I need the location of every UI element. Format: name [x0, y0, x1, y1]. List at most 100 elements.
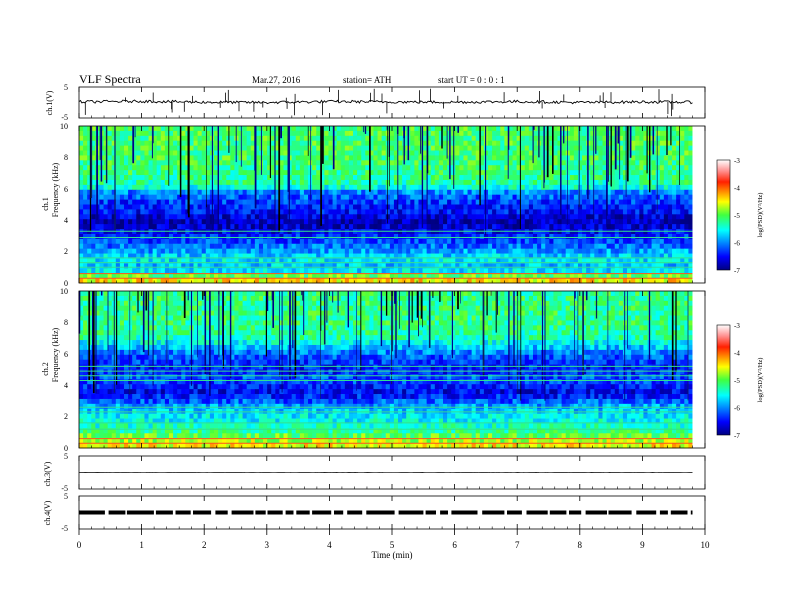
- spectrogram-cell: [532, 209, 538, 215]
- spectrogram-cell: [479, 204, 485, 210]
- spectrogram-cell: [234, 126, 239, 132]
- spectrogram-cell: [655, 219, 661, 225]
- spectrogram-cell: [663, 219, 669, 225]
- spectrogram-cell: [177, 184, 182, 191]
- spectrogram-cell: [99, 219, 104, 225]
- spectrogram-cell: [316, 263, 321, 269]
- spectrogram-cell: [250, 165, 256, 171]
- spectrogram-cell: [83, 189, 88, 196]
- spectrogram-cell: [393, 204, 399, 210]
- spectrogram-cell: [459, 170, 464, 176]
- spectrogram-cell: [271, 278, 276, 284]
- spectrogram-cell: [398, 238, 403, 245]
- spectrogram-cell: [148, 170, 154, 176]
- spectrogram-cell: [263, 233, 268, 240]
- spectrogram-cell: [500, 204, 505, 210]
- spectrogram-cell: [398, 199, 403, 205]
- spectrogram-cell: [541, 219, 546, 225]
- spectrogram-cell: [226, 199, 231, 205]
- spectrogram-cell: [222, 170, 227, 176]
- spectrogram-cell: [287, 268, 293, 274]
- spectrogram-cell: [459, 268, 464, 274]
- spectrogram-cell: [565, 204, 571, 210]
- spectrogram-cell: [111, 175, 117, 181]
- spectrogram-cell: [663, 184, 669, 191]
- spectrogram-cell: [512, 268, 518, 274]
- spectrogram-cell: [197, 273, 203, 279]
- spectrogram-cell: [218, 130, 223, 137]
- spectrogram-cell: [443, 258, 448, 264]
- spectrogram-cell: [573, 160, 579, 166]
- spectrogram-cell: [136, 130, 141, 137]
- spectrogram-cell: [430, 253, 436, 259]
- spectrogram-cell: [590, 204, 595, 210]
- spectrogram-cell: [667, 189, 673, 196]
- spectrogram-cell: [483, 214, 489, 220]
- spectrogram-cell: [582, 126, 587, 132]
- spectrogram-cell: [492, 165, 497, 171]
- spectrogram-cell: [295, 199, 301, 205]
- spectrogram-cell: [676, 278, 681, 284]
- spectrogram-cell: [618, 243, 624, 250]
- spectrogram-cell: [144, 243, 149, 250]
- spectrogram-cell: [422, 175, 428, 181]
- spectrogram-cell: [414, 243, 419, 250]
- spectrogram-cell: [242, 175, 248, 181]
- spectrogram-cell: [107, 165, 113, 171]
- spectrogram-cell: [532, 145, 538, 151]
- spectrogram-cell: [291, 189, 297, 196]
- spectrogram-cell: [103, 184, 109, 191]
- spectrogram-cell: [168, 179, 174, 186]
- spectrogram-cell: [246, 214, 252, 220]
- spectrogram-cell: [279, 179, 284, 186]
- spectrogram-cell: [99, 238, 104, 245]
- spectrogram-cell: [463, 209, 468, 215]
- spectrogram-cell: [500, 145, 505, 151]
- spectrogram-cell: [308, 224, 313, 230]
- spectrogram-cell: [209, 248, 215, 254]
- spectrogram-cell: [79, 199, 84, 205]
- spectrogram-cell: [303, 140, 309, 147]
- spectrogram-cell: [455, 238, 460, 245]
- spectrogram-cell: [639, 145, 644, 151]
- spectrogram-cell: [582, 219, 587, 225]
- ch2-spectrogram: [78, 291, 705, 449]
- spectrogram-cell: [557, 189, 562, 196]
- spectrogram-cell: [373, 126, 378, 132]
- spectrogram-cell: [361, 184, 366, 191]
- spectrogram-cell: [365, 209, 370, 215]
- spectrogram-cell: [189, 263, 194, 269]
- spectrogram-cell: [197, 199, 203, 205]
- spectrogram-cell: [443, 214, 448, 220]
- spectrogram-cell: [185, 248, 190, 254]
- spectrogram-cell: [99, 204, 104, 210]
- spectrogram-cell: [299, 233, 305, 240]
- spectrogram-cell: [594, 278, 599, 284]
- spectrogram-cell: [545, 278, 550, 284]
- spectrogram-cell: [299, 130, 305, 137]
- spectrogram-cell: [160, 253, 166, 259]
- spectrogram-cell: [524, 273, 530, 279]
- spectrogram-cell: [189, 130, 194, 137]
- spectrogram-cell: [573, 175, 579, 181]
- spectrogram-cell: [496, 179, 501, 186]
- spectrogram-cell: [242, 165, 248, 171]
- spectrogram-cell: [512, 219, 518, 225]
- spectrogram-cell: [618, 130, 624, 137]
- spectrogram-cell: [123, 145, 129, 151]
- spectrogram-cell: [181, 165, 186, 171]
- spectrogram-cell: [201, 263, 207, 269]
- spectrogram-cell: [238, 204, 243, 210]
- spectrogram-cell: [512, 238, 518, 245]
- spectrogram-cell: [418, 219, 423, 225]
- spectrogram-cell: [316, 126, 321, 132]
- spectrogram-cell: [553, 160, 558, 166]
- spectrogram-cell: [389, 273, 395, 279]
- spectrogram-cell: [348, 219, 354, 225]
- spectrogram-cell: [128, 135, 133, 142]
- spectrogram-cell: [635, 160, 640, 166]
- spectrogram-cell: [402, 224, 407, 230]
- spectrogram-cell: [324, 233, 329, 240]
- spectrogram-cell: [361, 170, 366, 176]
- spectrogram-cell: [537, 278, 542, 284]
